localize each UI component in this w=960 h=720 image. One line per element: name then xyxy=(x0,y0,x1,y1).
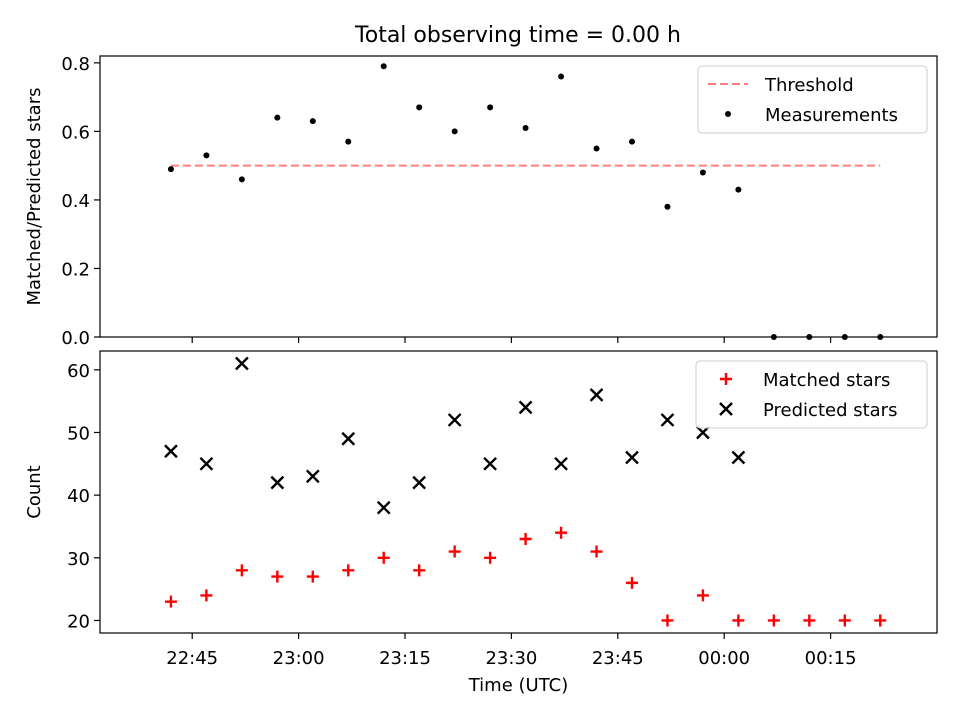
bottom-x-axis-label: Time (UTC) xyxy=(468,675,569,696)
bottom-y-tick-label: 20 xyxy=(67,611,90,632)
matched-stars-point xyxy=(732,614,745,627)
bottom-axes-frame xyxy=(99,350,938,634)
measurements-point xyxy=(664,203,671,210)
measurements-point xyxy=(167,166,174,173)
predicted-stars-point xyxy=(660,413,675,427)
threshold-legend-label: Threshold xyxy=(764,75,854,96)
bottom-x-tick-label: 23:15 xyxy=(379,648,431,669)
bottom-y-tick-label: 40 xyxy=(67,486,90,507)
matched-stars-point xyxy=(874,614,887,627)
matched-stars-point xyxy=(696,589,709,602)
top-y-axis-label: Matched/Predicted stars xyxy=(24,88,45,306)
predicted-stars-point xyxy=(731,450,746,465)
matched-stars-point xyxy=(838,614,851,627)
predicted-stars-point xyxy=(341,431,356,446)
top-axes-frame xyxy=(99,55,938,338)
matched-stars-point xyxy=(200,589,213,602)
predicted-stars-point xyxy=(270,475,285,490)
measurements-point xyxy=(309,118,316,125)
predicted-stars-point xyxy=(554,456,568,471)
matched-stars-point xyxy=(235,564,248,577)
top-y-tick-label: 0.0 xyxy=(61,328,90,349)
measurements-legend-marker xyxy=(725,111,731,117)
matched-stars-point xyxy=(448,545,461,558)
bottom-x-tick-label: 00:00 xyxy=(698,648,750,669)
matched-stars-legend-label: Matched stars xyxy=(763,370,890,391)
measurements-point xyxy=(238,176,245,183)
top-y-tick-label: 0.4 xyxy=(61,191,90,212)
predicted-stars-point xyxy=(412,475,427,490)
top-y-tick-label: 0.8 xyxy=(61,54,90,75)
top-panel: 0.0 0.2 0.4 0.6 0.8 Matched/Predicted stars Th… xyxy=(24,54,938,349)
measurements-point xyxy=(487,104,494,111)
matched-stars-point xyxy=(377,551,390,564)
measurements-point xyxy=(203,152,210,159)
figure-title: Total observing time = 0.00 h xyxy=(354,23,681,48)
measurements-point xyxy=(416,104,423,111)
predicted-stars-legend-marker xyxy=(719,402,733,416)
bottom-y-tick-label: 30 xyxy=(67,549,90,570)
bottom-x-tick-label: 22:45 xyxy=(166,648,218,669)
top-legend-box xyxy=(697,65,928,134)
measurements-point xyxy=(735,186,742,193)
predicted-stars-point xyxy=(199,456,214,471)
bottom-y-tick-label: 60 xyxy=(67,361,90,382)
bottom-x-tick-label: 00:15 xyxy=(805,648,857,669)
matched-stars-point xyxy=(590,545,603,558)
matched-stars-point xyxy=(625,576,638,589)
measurements-legend-label: Measurements xyxy=(765,105,898,126)
predicted-stars-legend-label: Predicted stars xyxy=(763,400,897,421)
measurements-point xyxy=(451,128,458,135)
matched-stars-point xyxy=(519,533,532,545)
predicted-stars-point xyxy=(447,413,462,427)
matched-stars-point xyxy=(413,564,426,577)
matched-stars-point xyxy=(164,595,177,608)
top-y-tick-label: 0.6 xyxy=(61,122,90,143)
predicted-stars-point xyxy=(518,400,533,415)
measurements-point xyxy=(380,63,387,70)
matched-stars-point xyxy=(271,570,284,583)
top-legend: Threshold Measurements xyxy=(697,65,928,134)
matched-stars-point xyxy=(342,564,355,577)
predicted-stars-point xyxy=(376,500,391,515)
measurements-point xyxy=(593,145,600,152)
measurements-point xyxy=(274,114,281,121)
measurements-point xyxy=(558,73,565,80)
predicted-stars-point xyxy=(235,356,249,371)
measurements-point xyxy=(699,169,706,176)
bottom-x-tick-label: 23:30 xyxy=(485,648,537,669)
measurements-point xyxy=(522,124,529,131)
bottom-x-tick-label: 23:00 xyxy=(273,648,325,669)
bottom-y-tick-label: 50 xyxy=(67,423,90,444)
predicted-stars-point xyxy=(305,469,320,484)
bottom-x-tick-label: 23:45 xyxy=(592,648,644,669)
bottom-legend: Matched stars Predicted stars xyxy=(695,360,928,429)
matched-stars-point xyxy=(555,526,568,539)
bottom-panel: 20 30 40 50 60 22:45 23:00 23:15 23:30 23:45 00:00… xyxy=(24,350,938,696)
measurements-point xyxy=(345,138,352,145)
predicted-stars-point xyxy=(164,444,178,459)
bottom-legend-box xyxy=(695,360,928,429)
predicted-stars-point xyxy=(483,456,497,471)
matched-stars-point xyxy=(661,614,674,627)
matched-stars-point xyxy=(803,614,816,627)
predicted-stars-point xyxy=(625,450,639,465)
matched-stars-point xyxy=(767,614,780,627)
matched-stars-point xyxy=(484,551,497,564)
matched-stars-point xyxy=(306,570,319,583)
matched-stars-legend-marker xyxy=(720,373,732,385)
top-y-tick-label: 0.2 xyxy=(61,259,90,280)
predicted-stars-point xyxy=(589,388,604,402)
bottom-y-axis-label: Count xyxy=(24,465,45,518)
measurements-point xyxy=(628,138,635,145)
